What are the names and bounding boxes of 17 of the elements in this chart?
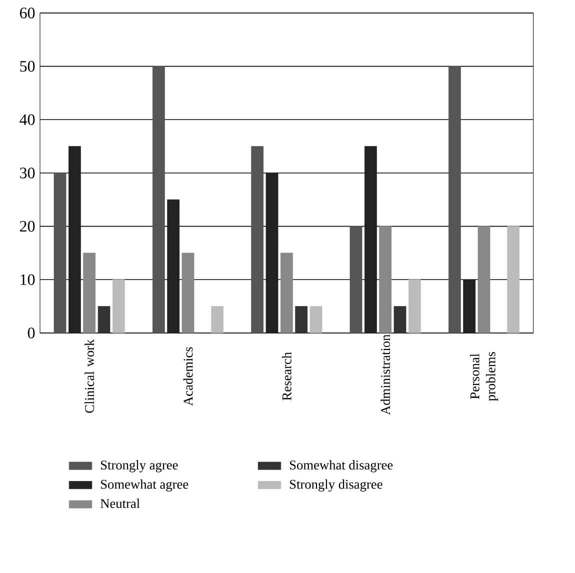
legend-label: Strongly agree (101, 460, 178, 472)
y-tick-label: 10 (20, 274, 35, 286)
x-tick-label: Administration (380, 334, 390, 415)
x-tick-label: Personal problems (470, 352, 498, 401)
legend-label: Somewhat disagree (290, 460, 393, 472)
y-tick-label: 30 (20, 168, 35, 178)
x-tick-label: Academics (183, 347, 193, 406)
x-tick-label: Research (282, 352, 292, 400)
legend-label: Neutral (100, 498, 140, 508)
y-tick-label: 20 (20, 220, 35, 232)
y-tick-label: 0 (28, 328, 35, 338)
legend-label: Somewhat agree (101, 479, 188, 492)
y-tick-label: 40 (20, 114, 35, 126)
legend-label: Strongly disagree (290, 479, 382, 492)
y-tick-label: 50 (20, 60, 35, 72)
x-tick-label: Clinical work (84, 339, 94, 413)
y-tick-label: 60 (20, 8, 35, 18)
